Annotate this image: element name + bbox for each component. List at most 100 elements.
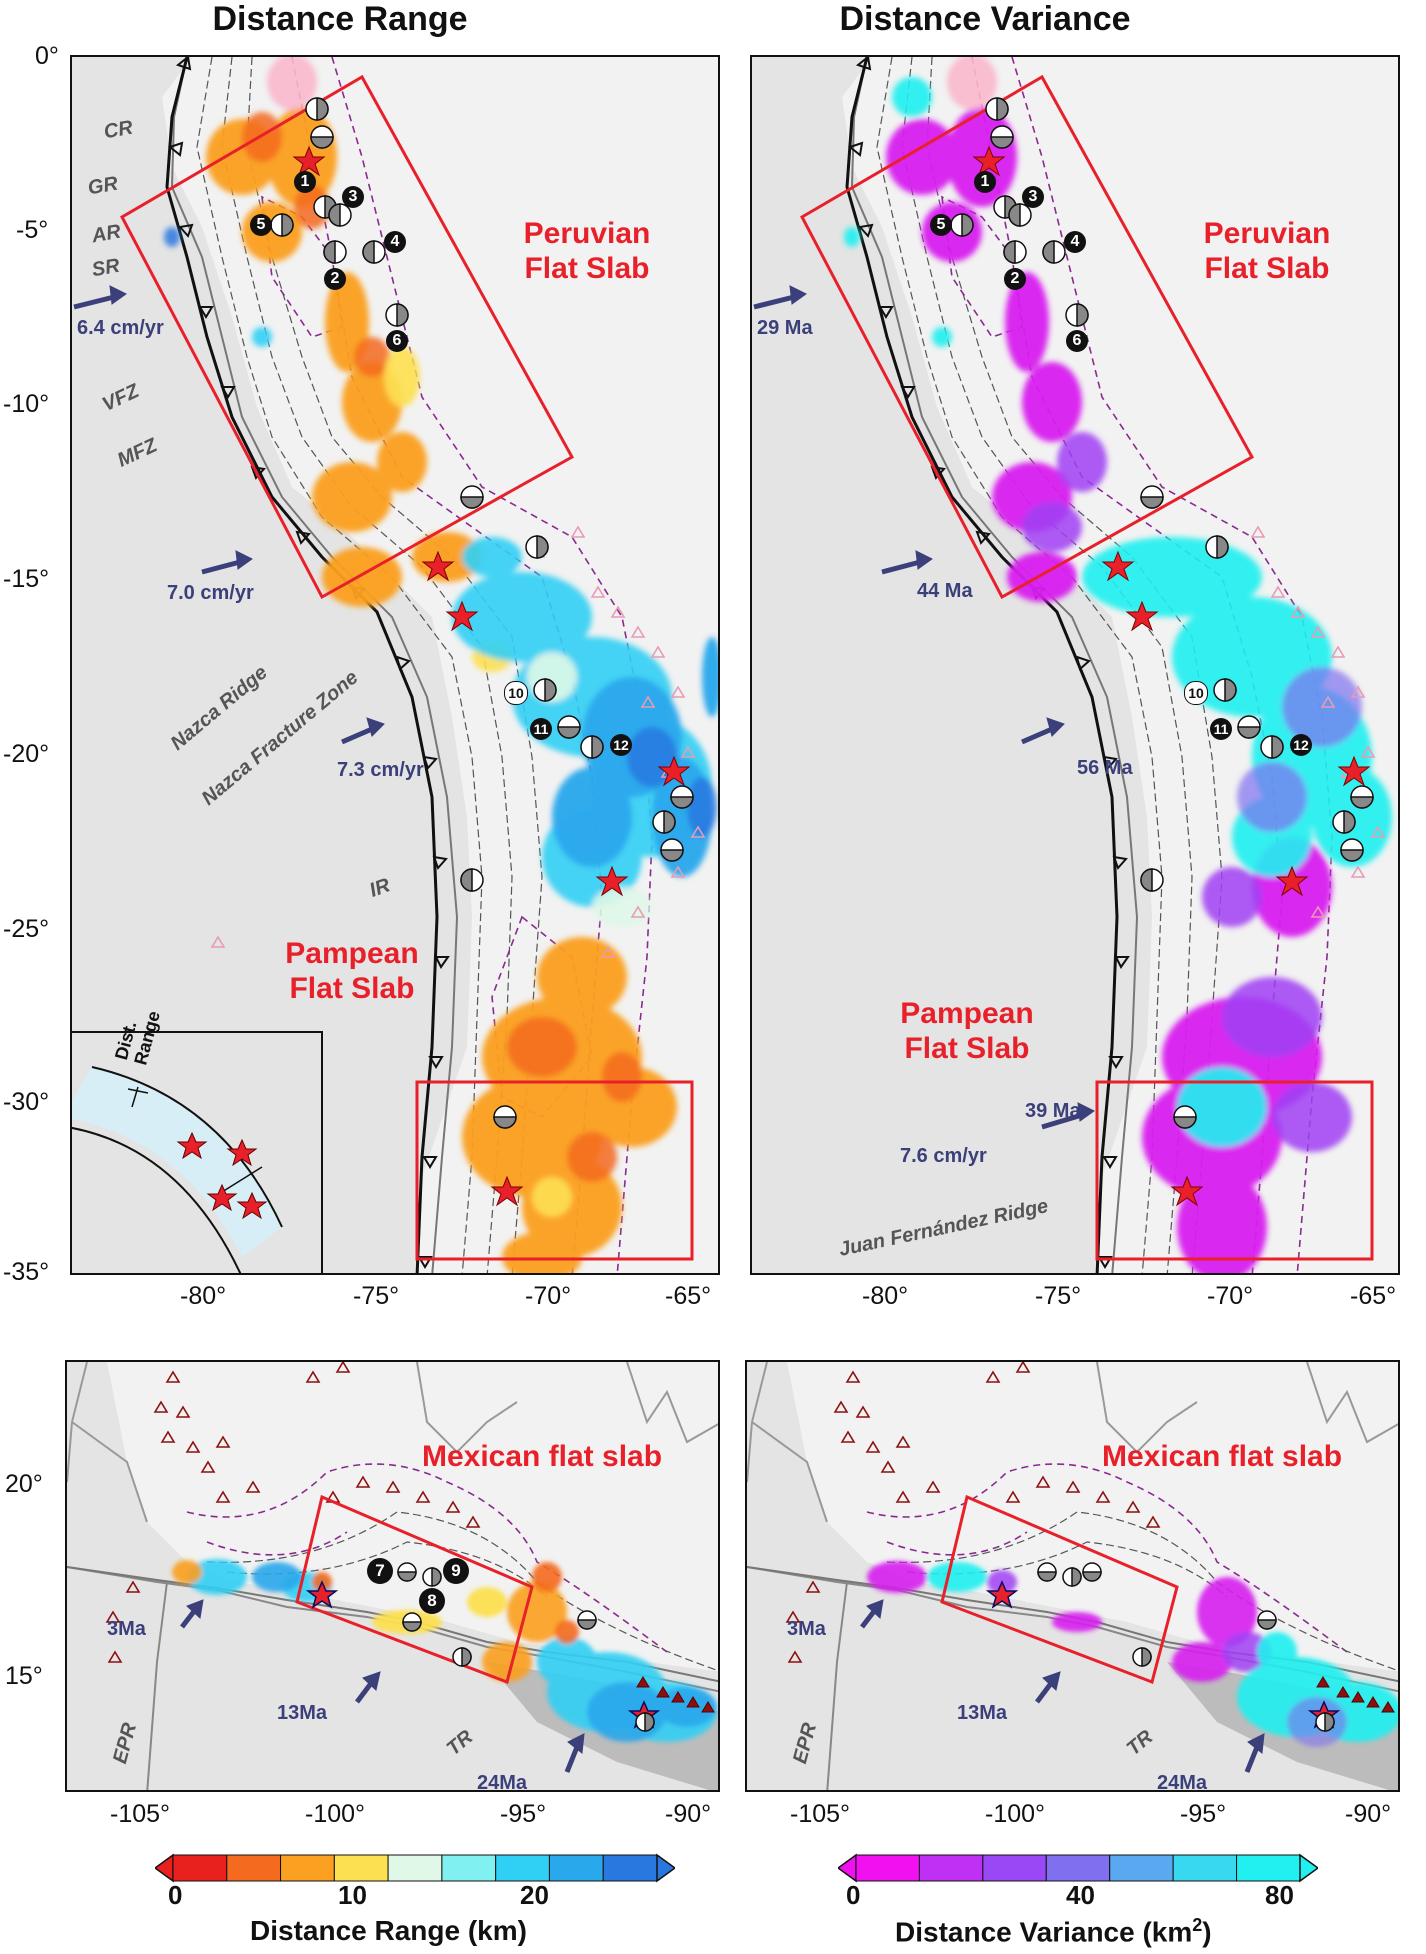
colorbar-segment — [1109, 1854, 1174, 1882]
colorbar-segment — [1236, 1854, 1301, 1882]
age-label: 24Ma — [1157, 1772, 1208, 1792]
lat-tick: -25° — [3, 915, 50, 943]
colorbar-segment — [918, 1854, 984, 1882]
lon-tick: -105° — [110, 1800, 171, 1828]
lon-tick: -100° — [305, 1800, 366, 1828]
colorbar-tick: 10 — [338, 1880, 367, 1910]
lon-tick: -70° — [525, 1282, 572, 1310]
title-distance-variance: Distance Variance — [839, 0, 1131, 38]
event-number: 5 — [250, 214, 272, 236]
colorbar-distance-range — [155, 1853, 675, 1883]
colorbar-segment — [387, 1854, 443, 1882]
lat-tick: 0° — [35, 42, 59, 70]
colorbar-end-high — [656, 1853, 675, 1883]
map-mexico-distance-variance: Mexican flat slab EPR TR 3Ma 13Ma 24Ma — [745, 1360, 1400, 1792]
colorbar-segment — [982, 1854, 1047, 1882]
feature-ar: AR — [90, 220, 123, 248]
label-mexican-flat-slab: Mexican flat slab — [421, 1440, 663, 1473]
event-number: 3 — [1022, 186, 1044, 208]
lon-tick: -100° — [985, 1800, 1046, 1828]
lon-tick: -105° — [790, 1800, 851, 1828]
rate-label: 7.0 cm/yr — [167, 582, 254, 604]
age-label: 3Ma — [107, 1618, 146, 1640]
colorbar-tick: 0 — [846, 1880, 861, 1910]
label-peruvian-flat-slab: Peruvian Flat Slab — [523, 217, 651, 285]
lon-tick: -95° — [1180, 1800, 1227, 1828]
label-mexican-flat-slab: Mexican flat slab — [1101, 1440, 1343, 1473]
map-sa-distance-variance: 1 3 5 4 2 6 10 11 12 Peruvian Flat Slab … — [750, 55, 1400, 1275]
colorbar-segment — [855, 1854, 920, 1882]
colorbar-segment — [333, 1854, 389, 1882]
colorbar-segment — [602, 1854, 658, 1882]
age-label: 3Ma — [787, 1618, 826, 1640]
colorbar-segment — [226, 1854, 282, 1882]
age-label: 56 Ma — [1077, 757, 1133, 779]
event-number: 10 — [504, 681, 528, 705]
colorbar-title-range: Distance Range (km) — [250, 1915, 527, 1946]
rate-label: 7.6 cm/yr — [900, 1145, 987, 1167]
event-number: 12 — [610, 734, 632, 756]
event-number: 11 — [1210, 718, 1232, 740]
lon-tick: -90° — [1345, 1800, 1392, 1828]
lat-tick: -20° — [3, 740, 50, 768]
colorbar-segment — [280, 1854, 335, 1882]
lon-tick: -65° — [665, 1282, 712, 1310]
event-number: 1 — [974, 171, 996, 193]
colorbar-end-low — [155, 1853, 174, 1883]
colorbar-tick: 20 — [520, 1880, 549, 1910]
lat-tick: 20° — [5, 1470, 43, 1498]
event-number: 5 — [930, 214, 952, 236]
event-number: 1 — [294, 171, 316, 193]
colorbar-tick: 40 — [1066, 1880, 1095, 1910]
lon-tick: -70° — [1207, 1282, 1254, 1310]
event-number: 8 — [419, 1588, 445, 1614]
lon-tick: -75° — [1035, 1282, 1082, 1310]
lat-tick: -35° — [3, 1258, 50, 1286]
lat-tick: 15° — [5, 1662, 43, 1690]
map-sa-distance-range: 1 3 5 4 2 6 10 11 12 Peruvian Flat Slab … — [70, 55, 720, 1275]
lon-tick: -65° — [1350, 1282, 1397, 1310]
event-number: 2 — [324, 268, 346, 290]
label-pampean-flat-slab: Pampean Flat Slab — [285, 937, 419, 1005]
lon-tick: -75° — [353, 1282, 400, 1310]
colorbar-segment — [1172, 1854, 1238, 1882]
event-number: 9 — [443, 1558, 469, 1584]
colorbar-segment — [495, 1854, 550, 1882]
event-number: 7 — [367, 1558, 393, 1584]
age-label: 29 Ma — [757, 317, 813, 339]
rate-label: 6.4 cm/yr — [77, 317, 164, 339]
age-label: 13Ma — [957, 1702, 1008, 1724]
label-peruvian-flat-slab: Peruvian Flat Slab — [1203, 217, 1331, 285]
colorbar-segment — [172, 1854, 228, 1882]
label-pampean-flat-slab: Pampean Flat Slab — [900, 997, 1034, 1065]
event-number: 4 — [384, 231, 406, 253]
event-number: 4 — [1064, 231, 1086, 253]
event-number: 6 — [1066, 330, 1088, 352]
event-number: 6 — [386, 330, 408, 352]
lat-tick: -10° — [3, 390, 50, 418]
feature-cr: CR — [102, 116, 135, 144]
title-distance-range: Distance Range — [212, 0, 468, 38]
colorbar-tick: 0 — [168, 1880, 183, 1910]
lat-tick: -15° — [3, 565, 50, 593]
event-number: 12 — [1290, 734, 1312, 756]
colorbar-tick: 80 — [1265, 1880, 1294, 1910]
age-label: 13Ma — [277, 1702, 328, 1724]
event-number: 10 — [1184, 681, 1208, 705]
colorbar-title-variance: Distance Variance (km2) — [895, 1915, 1212, 1948]
event-number: 11 — [530, 718, 552, 740]
lat-tick: -5° — [16, 216, 49, 244]
lon-tick: -80° — [180, 1282, 227, 1310]
lon-tick: -95° — [500, 1800, 547, 1828]
colorbar-end-high — [1299, 1853, 1318, 1883]
rate-label: 7.3 cm/yr — [337, 759, 424, 781]
age-label: 44 Ma — [917, 580, 973, 602]
feature-sr: SR — [90, 254, 122, 282]
lat-tick: -30° — [3, 1088, 50, 1116]
age-label: 39 Ma — [1025, 1100, 1081, 1122]
colorbar-segment — [441, 1854, 497, 1882]
age-label: 24Ma — [477, 1772, 528, 1792]
lon-tick: -80° — [862, 1282, 909, 1310]
colorbar-end-low — [838, 1853, 857, 1883]
colorbar-distance-variance — [838, 1853, 1318, 1883]
